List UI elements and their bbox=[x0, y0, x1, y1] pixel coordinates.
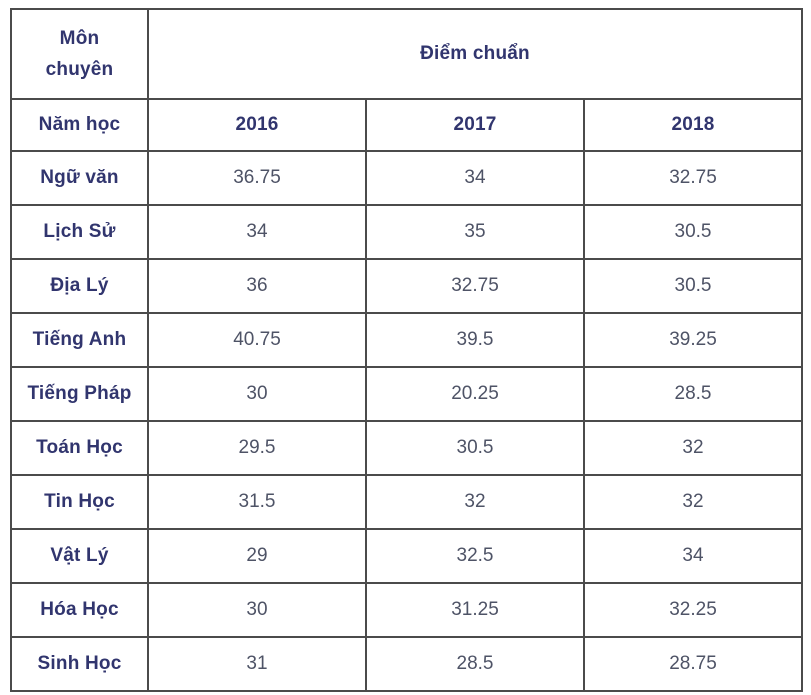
score-cell: 31.5 bbox=[147, 474, 367, 530]
score-cell: 32 bbox=[583, 474, 803, 530]
subject-label: Tiếng Pháp bbox=[10, 366, 149, 422]
score-cell: 32 bbox=[365, 474, 585, 530]
table-row: Lịch Sử 34 35 30.5 bbox=[10, 204, 803, 260]
scores-table: Môn chuyên Điểm chuẩn Năm học 2016 2017 … bbox=[10, 8, 803, 692]
score-cell: 31 bbox=[147, 636, 367, 692]
subject-label: Vật Lý bbox=[10, 528, 149, 584]
score-cell: 30.5 bbox=[583, 258, 803, 314]
score-cell: 32.75 bbox=[365, 258, 585, 314]
year-row-label: Năm học bbox=[10, 98, 149, 152]
header-row-top: Môn chuyên Điểm chuẩn bbox=[10, 8, 803, 100]
score-cell: 30 bbox=[147, 582, 367, 638]
year-header-2017: 2017 bbox=[365, 98, 585, 152]
score-cell: 30.5 bbox=[583, 204, 803, 260]
table-row: Tin Học 31.5 32 32 bbox=[10, 474, 803, 530]
table-row: Toán Học 29.5 30.5 32 bbox=[10, 420, 803, 476]
table-row: Ngữ văn 36.75 34 32.75 bbox=[10, 150, 803, 206]
subject-label: Tiếng Anh bbox=[10, 312, 149, 368]
table-row: Tiếng Pháp 30 20.25 28.5 bbox=[10, 366, 803, 422]
subject-label: Lịch Sử bbox=[10, 204, 149, 260]
score-cell: 32.5 bbox=[365, 528, 585, 584]
table-row: Vật Lý 29 32.5 34 bbox=[10, 528, 803, 584]
score-cell: 29 bbox=[147, 528, 367, 584]
score-cell: 40.75 bbox=[147, 312, 367, 368]
score-cell: 20.25 bbox=[365, 366, 585, 422]
score-cell: 34 bbox=[583, 528, 803, 584]
score-cell: 32.75 bbox=[583, 150, 803, 206]
year-header-2018: 2018 bbox=[583, 98, 803, 152]
score-cell: 34 bbox=[147, 204, 367, 260]
score-cell: 39.25 bbox=[583, 312, 803, 368]
corner-header-line2: chuyên bbox=[45, 59, 114, 80]
score-cell: 35 bbox=[365, 204, 585, 260]
score-cell: 31.25 bbox=[365, 582, 585, 638]
table-row: Hóa Học 30 31.25 32.25 bbox=[10, 582, 803, 638]
header-row-years: Năm học 2016 2017 2018 bbox=[10, 98, 803, 152]
subject-label: Sinh Học bbox=[10, 636, 149, 692]
score-cell: 36.75 bbox=[147, 150, 367, 206]
score-cell: 36 bbox=[147, 258, 367, 314]
table-row: Địa Lý 36 32.75 30.5 bbox=[10, 258, 803, 314]
score-cell: 34 bbox=[365, 150, 585, 206]
subject-label: Địa Lý bbox=[10, 258, 149, 314]
score-cell: 32.25 bbox=[583, 582, 803, 638]
subject-label: Ngữ văn bbox=[10, 150, 149, 206]
corner-header: Môn chuyên bbox=[10, 8, 149, 100]
score-cell: 32 bbox=[583, 420, 803, 476]
score-cell: 28.75 bbox=[583, 636, 803, 692]
subject-label: Toán Học bbox=[10, 420, 149, 476]
subject-label: Tin Học bbox=[10, 474, 149, 530]
score-cell: 30.5 bbox=[365, 420, 585, 476]
score-cell: 28.5 bbox=[365, 636, 585, 692]
score-cell: 30 bbox=[147, 366, 367, 422]
subject-label: Hóa Học bbox=[10, 582, 149, 638]
table-row: Tiếng Anh 40.75 39.5 39.25 bbox=[10, 312, 803, 368]
score-cell: 39.5 bbox=[365, 312, 585, 368]
year-header-2016: 2016 bbox=[147, 98, 367, 152]
score-header: Điểm chuẩn bbox=[147, 8, 803, 100]
score-cell: 28.5 bbox=[583, 366, 803, 422]
corner-header-line1: Môn bbox=[59, 28, 100, 49]
score-cell: 29.5 bbox=[147, 420, 367, 476]
table-row: Sinh Học 31 28.5 28.75 bbox=[10, 636, 803, 692]
